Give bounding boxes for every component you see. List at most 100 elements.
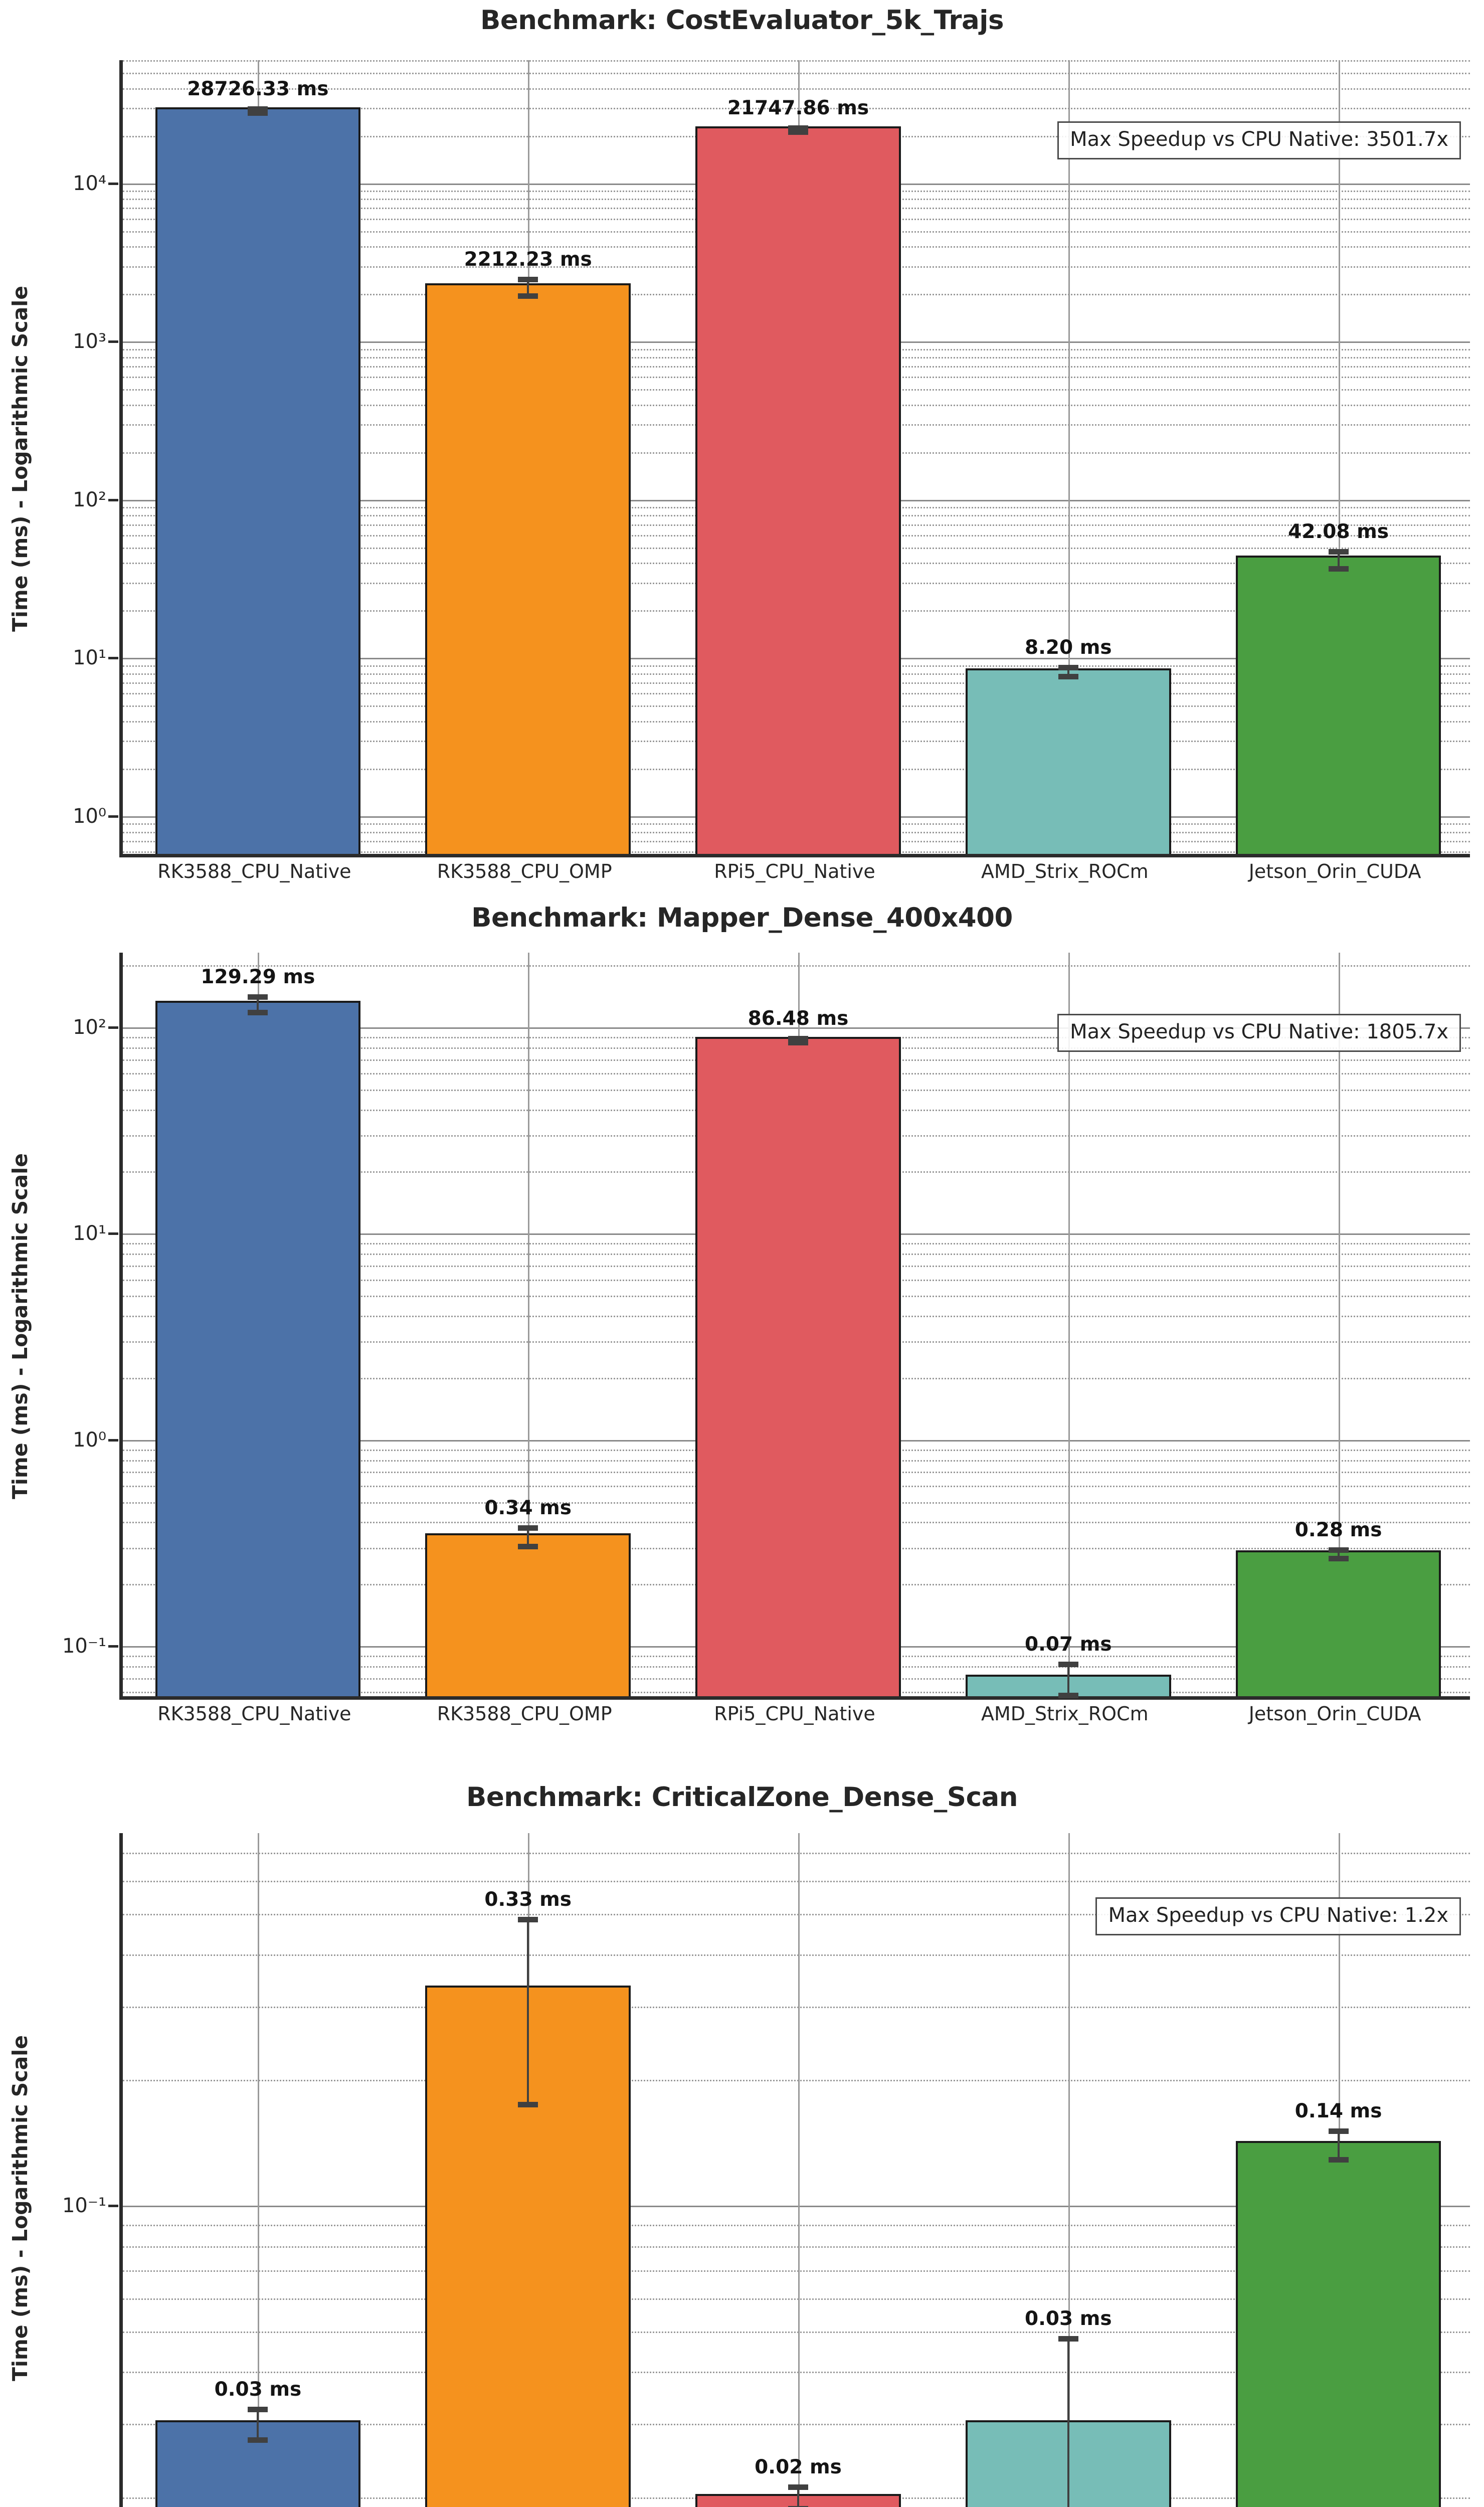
y-tick-label: 10² <box>73 488 106 511</box>
bar-value-label: 0.34 ms <box>484 1496 572 1519</box>
error-bar-cap <box>248 994 268 1000</box>
error-bar-cap <box>1328 1555 1349 1561</box>
bar[interactable] <box>695 126 901 854</box>
error-bar-cap <box>518 1543 538 1549</box>
bar-group[interactable]: 0.07 ms <box>933 953 1203 1698</box>
x-tick-label: AMD_Strix_ROCm <box>981 1703 1149 1725</box>
bar[interactable] <box>155 107 361 854</box>
bar-group[interactable]: 28726.33 ms <box>123 60 393 854</box>
gridline-minor <box>123 1913 1470 1915</box>
bar-value-label: 28726.33 ms <box>187 77 329 100</box>
bar[interactable] <box>1235 1550 1441 1696</box>
error-bar-cap <box>1328 566 1349 572</box>
y-tick-label: 10¹ <box>73 646 106 670</box>
bar-group[interactable]: 8.20 ms <box>933 60 1203 854</box>
x-tick-label: RK3588_CPU_Native <box>157 1703 351 1725</box>
error-bar-cap <box>788 125 808 131</box>
gridline-vertical <box>1068 1833 1070 2507</box>
y-tick-label: 10⁻¹ <box>62 1635 106 1658</box>
error-bar-cap <box>788 1035 808 1041</box>
gridline-minor <box>123 2424 1470 2426</box>
error-bar-cap <box>248 110 268 116</box>
error-bar <box>1067 1664 1069 1695</box>
bar-group[interactable]: 0.03 ms <box>933 1833 1203 2507</box>
bar[interactable] <box>425 1533 631 1696</box>
bar-group[interactable]: 21747.86 ms <box>663 60 934 854</box>
bar[interactable] <box>1235 556 1441 854</box>
error-bar-cap <box>1058 1692 1078 1698</box>
gridline-minor <box>123 965 1470 967</box>
y-axis-label-3: Time (ms) - Logarithmic Scale <box>8 2035 32 2381</box>
error-bar <box>1067 667 1069 677</box>
error-bar-cap <box>248 106 268 112</box>
error-bar <box>1067 2339 1069 2507</box>
error-bar <box>527 1919 529 2104</box>
gridline-minor <box>123 108 1470 109</box>
y-tick-label: 10⁴ <box>73 171 106 195</box>
x-tick-label: RK3588_CPU_OMP <box>437 860 612 882</box>
x-tick-label: RK3588_CPU_OMP <box>437 1703 612 1725</box>
gridline-minor <box>123 2298 1470 2300</box>
bar-value-label: 21747.86 ms <box>727 97 869 120</box>
error-bar <box>257 2409 259 2440</box>
bar-group[interactable]: 129.29 ms <box>123 953 393 1696</box>
bar[interactable] <box>425 283 631 854</box>
gridline-vertical <box>1068 953 1070 1696</box>
bar-value-label: 0.33 ms <box>484 1888 572 1911</box>
bar[interactable] <box>155 1000 361 1696</box>
bar-group[interactable]: 0.33 ms <box>393 1833 663 2507</box>
error-bar-cap <box>1328 549 1349 555</box>
bar[interactable] <box>966 668 1171 854</box>
error-bar <box>527 1527 529 1546</box>
error-bar-cap <box>1328 1547 1349 1553</box>
error-bar-cap <box>518 293 538 299</box>
bar-group[interactable]: 0.28 ms <box>1203 953 1473 1696</box>
bar[interactable] <box>695 1036 901 1696</box>
gridline-minor <box>123 1853 1470 1855</box>
error-bar-cap <box>248 2407 268 2413</box>
gridline-major <box>123 2205 1470 2207</box>
bar-value-label: 0.03 ms <box>1024 2307 1112 2331</box>
bar-group[interactable]: 0.14 ms <box>1203 1833 1473 2507</box>
gridline-minor <box>123 2080 1470 2082</box>
y-tick-mark <box>108 182 118 185</box>
bar-value-label: 86.48 ms <box>748 1007 849 1030</box>
gridline-minor <box>123 2225 1470 2227</box>
error-bar-cap <box>1058 664 1078 670</box>
bar-group[interactable]: 0.02 ms <box>663 1833 934 2507</box>
x-tick-label: Jetson_Orin_CUDA <box>1248 860 1421 882</box>
bar-group[interactable]: 42.08 ms <box>1203 60 1473 854</box>
error-bar <box>797 2486 799 2507</box>
bar-group[interactable]: 0.03 ms <box>123 1833 393 2507</box>
bar[interactable] <box>1235 2141 1441 2507</box>
y-tick-mark <box>108 815 118 818</box>
gridline-minor <box>123 88 1470 90</box>
x-tick-label: Jetson_Orin_CUDA <box>1248 1703 1421 1725</box>
bar-group[interactable]: 2212.23 ms <box>393 60 663 854</box>
error-bar-cap <box>518 277 538 283</box>
error-bar <box>1337 1550 1340 1558</box>
y-tick-label: 10⁰ <box>73 1428 106 1452</box>
gridline-minor <box>123 1954 1470 1956</box>
error-bar-cap <box>1058 2336 1078 2342</box>
gridline-minor <box>123 2331 1470 2333</box>
max-speedup-annotation-2: Max Speedup vs CPU Native: 1805.7x <box>1057 1014 1461 1052</box>
y-tick-mark <box>108 1026 118 1029</box>
bar-group[interactable]: 86.48 ms <box>663 953 934 1696</box>
bar-group[interactable]: 0.34 ms <box>393 953 663 1696</box>
y-tick-label: 10¹ <box>73 1222 106 1245</box>
y-tick-label: 10⁰ <box>73 805 106 828</box>
max-speedup-annotation-1: Max Speedup vs CPU Native: 3501.7x <box>1057 121 1461 159</box>
error-bar-cap <box>248 2437 268 2443</box>
error-bar-cap <box>788 2484 808 2490</box>
bars-layer-3: 0.03 ms 0.33 ms 0.02 ms 0.03 ms 0.14 ms <box>123 1833 1470 2507</box>
y-tick-mark <box>108 498 118 501</box>
y-tick-mark <box>108 657 118 660</box>
error-bar-cap <box>1058 674 1078 680</box>
gridline-vertical <box>1338 953 1340 1696</box>
gridline-vertical <box>798 1833 800 2507</box>
y-tick-mark <box>108 340 118 343</box>
bar-value-label: 2212.23 ms <box>464 248 592 271</box>
y-tick-label: 10² <box>73 1015 106 1039</box>
